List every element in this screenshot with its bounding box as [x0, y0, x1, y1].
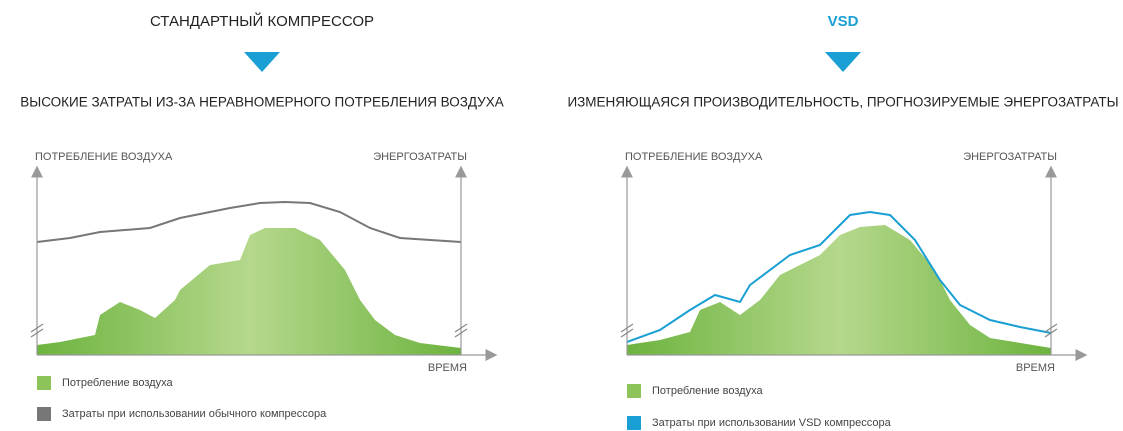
title: VSD — [828, 13, 859, 30]
legend-text: Потребление воздуха — [652, 385, 763, 397]
triangle — [825, 52, 861, 72]
axis-breaks — [620, 323, 1058, 338]
x-axis-label: ВРЕМЯ — [428, 362, 467, 374]
panel-standard: СТАНДАРТНЫЙ КОМПРЕССОР ВЫСОКИЕ ЗАТРАТЫ И… — [20, 12, 504, 421]
legend-text: Затраты при использовании VSD компрессор… — [652, 417, 892, 429]
legend-swatch — [627, 384, 641, 398]
triangle — [244, 52, 280, 72]
air-area — [37, 228, 461, 355]
subtitle: ВЫСОКИЕ ЗАТРАТЫ ИЗ-ЗА НЕРАВНОМЕРНОГО ПОТ… — [20, 95, 504, 110]
x-axis-label: ВРЕМЯ — [1016, 362, 1055, 374]
legend-text: Затраты при использовании обычного компр… — [62, 408, 327, 420]
cost-line — [36, 200, 462, 243]
axis-breaks — [30, 323, 468, 338]
legend-text: Потребление воздуха — [62, 377, 173, 389]
panel-vsd: VSD ИЗМЕНЯЮЩАЯСЯ ПРОИЗВОДИТЕЛЬНОСТЬ, ПРО… — [567, 13, 1119, 430]
title: СТАНДАРТНЫЙ КОМПРЕССОР — [150, 12, 374, 30]
air-area — [627, 225, 1051, 355]
axis-left-label: ПОТРЕБЛЕНИЕ ВОЗДУХА — [35, 151, 173, 163]
legend-swatch — [37, 376, 51, 390]
axis-left-label: ПОТРЕБЛЕНИЕ ВОЗДУХА — [625, 151, 763, 163]
cost-line — [626, 210, 1052, 343]
subtitle: ИЗМЕНЯЮЩАЯСЯ ПРОИЗВОДИТЕЛЬНОСТЬ, ПРОГНОЗ… — [567, 95, 1118, 110]
legend-swatch — [37, 407, 51, 421]
legend-swatch — [627, 416, 641, 430]
axis-right-label: ЭНЕРГОЗАТРАТЫ — [963, 151, 1057, 163]
axis-right-label: ЭНЕРГОЗАТРАТЫ — [373, 151, 467, 163]
